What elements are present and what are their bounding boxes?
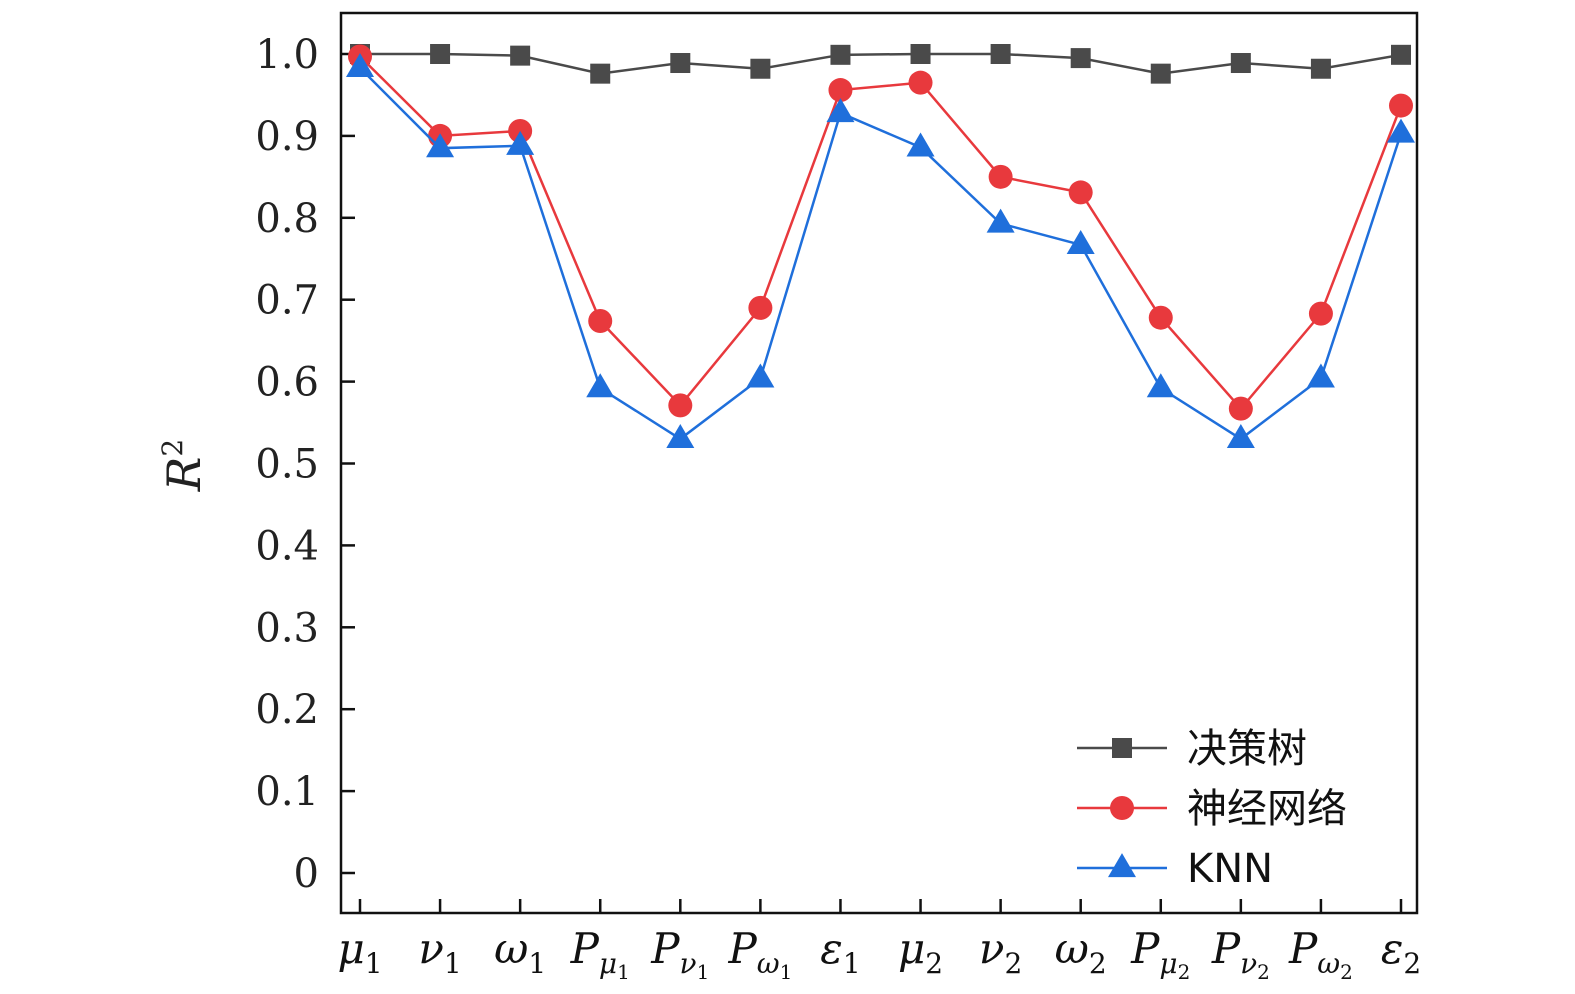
data-point [1070,48,1091,69]
x-tick-label: Pν1 [650,924,709,984]
series-1 [350,44,1411,84]
x-tick-label: ω2 [1055,924,1107,980]
legend-item: 决策树 [1077,726,1307,772]
data-point [1228,396,1253,421]
data-point [666,424,695,449]
data-point [346,53,374,78]
data-point [1146,373,1175,398]
y-tick-label: 0.3 [255,605,319,651]
data-point [748,295,773,320]
data-point [1389,93,1413,118]
data-point [590,63,611,84]
x-tick-label: ν2 [979,924,1022,980]
series-3 [346,53,1415,449]
x-axis: μ1 ν1 ω1 Pμ1 Pν1 Pω1 ε1 μ2 ν2 ω2 Pμ2 Pν2 Pω2 ε2 [337,899,1421,984]
data-point [510,45,531,66]
data-point [1226,424,1255,449]
data-point [826,98,855,123]
data-point [426,133,455,158]
data-point [910,44,931,64]
y-tick-label: 0.4 [255,523,319,569]
data-point [1306,363,1335,388]
data-point [588,308,613,333]
x-tick-label: ε2 [1381,924,1421,980]
data-point [990,44,1011,64]
series-line [359,67,1403,441]
legend-item: 神经网络 [1077,786,1347,832]
y-tick-label: 0 [294,851,319,897]
x-tick-label: Pω1 [727,924,792,984]
data-point [1148,305,1173,330]
y-tick-label: 0.1 [255,769,319,815]
data-point [830,44,851,65]
x-tick-label: ε1 [820,924,860,980]
data-point [586,373,615,398]
data-point [506,130,535,155]
x-tick-label: ω1 [494,924,546,980]
data-point [1387,118,1415,143]
data-point [988,164,1013,189]
x-tick-label: Pμ1 [570,924,630,984]
x-tick-label: Pμ2 [1130,924,1190,984]
y-tick-label: 0.7 [255,278,319,324]
legend-marker [1112,738,1132,758]
data-point [1230,53,1251,74]
data-point [430,44,451,64]
series-line [360,52,1402,75]
series-2 [348,44,1413,421]
y-axis-title: R2 [156,439,211,492]
x-tick-label: Pω2 [1288,924,1353,984]
data-point [908,70,933,95]
data-point [906,132,935,157]
y-tick-label: 1.0 [255,32,319,78]
data-point [1066,229,1095,254]
legend-item: KNN [1077,846,1273,892]
data-point [750,58,771,79]
y-tick-label: 0.2 [255,687,319,733]
data-point [1391,44,1411,65]
y-tick-label: 0.8 [255,196,319,242]
x-tick-label: μ1 [337,924,382,980]
series-line [359,55,1403,411]
x-tick-label: μ2 [898,924,943,980]
data-point [668,393,693,418]
y-axis: 0 0.1 0.2 0.3 0.4 0.5 0.6 0.7 0.8 0.9 1.0 [255,32,355,897]
data-point [1308,301,1333,326]
plot-frame [339,11,1419,915]
y-tick-label: 0.5 [255,442,319,488]
y-tick-label: 0.6 [255,360,319,406]
y-tick-label: 0.9 [255,114,319,160]
y-axis-title-base: R [157,457,211,493]
legend-label: 神经网络 [1187,786,1347,832]
y-axis-title-sup: 2 [156,439,189,457]
legend-marker [1110,796,1134,820]
data-point [828,78,853,103]
x-tick-label: Pν2 [1211,924,1270,984]
data-point [670,53,691,74]
x-tick-label: ν1 [418,924,461,980]
legend-marker [1108,853,1136,878]
data-point [986,208,1015,233]
series-layer [346,44,1415,449]
legend-label: 决策树 [1187,726,1307,772]
data-point [746,363,775,388]
data-point [1310,58,1331,79]
legend-label: KNN [1187,846,1273,892]
data-point [1150,63,1171,84]
data-point [1068,180,1093,205]
